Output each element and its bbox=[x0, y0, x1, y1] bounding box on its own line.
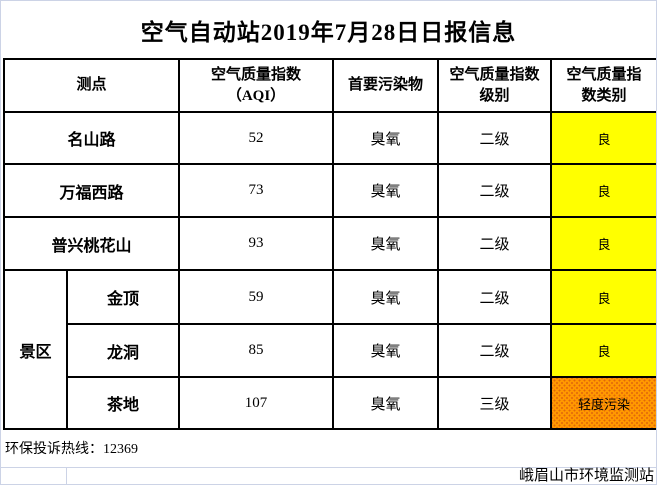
category-cell: 轻度污染 bbox=[550, 376, 656, 430]
bottom-gridline-row: 峨眉山市环境监测站 bbox=[1, 467, 656, 484]
site-cell: 名山路 bbox=[2, 111, 181, 165]
site-cell: 万福西路 bbox=[2, 163, 181, 218]
table-row: 景区 金顶 59 臭氧 二级 良 bbox=[3, 269, 656, 430]
gridline-vertical bbox=[66, 468, 67, 484]
table-row: 普兴桃花山 93 臭氧 二级 良 bbox=[2, 216, 656, 271]
air-quality-table: 测点 空气质量指数 （AQI） 首要污染物 空气质量指数 级别 空气质量指 数类… bbox=[2, 58, 656, 430]
level-cell: 二级 bbox=[437, 269, 553, 325]
pollutant-cell: 臭氧 bbox=[332, 163, 440, 218]
col-header-level: 空气质量指数 级别 bbox=[437, 58, 553, 113]
aqi-cell: 73 bbox=[178, 163, 335, 218]
level-cell: 二级 bbox=[437, 323, 553, 378]
site-cell: 普兴桃花山 bbox=[2, 216, 181, 271]
report-title: 空气自动站2019年7月28日日报信息 bbox=[140, 20, 517, 45]
aqi-cell: 107 bbox=[178, 376, 335, 430]
col-header-category: 空气质量指 数类别 bbox=[550, 58, 656, 113]
level-cell: 二级 bbox=[437, 163, 553, 218]
col-header-pollutant: 首要污染物 bbox=[332, 58, 440, 113]
table-row: 龙洞 85 臭氧 二级 良 bbox=[4, 323, 656, 378]
category-cell: 良 bbox=[550, 269, 656, 325]
level-cell: 二级 bbox=[437, 216, 553, 271]
table-row: 名山路 52 臭氧 二级 良 bbox=[2, 111, 656, 165]
table-row: 万福西路 73 臭氧 二级 良 bbox=[2, 163, 656, 218]
aqi-cell: 52 bbox=[178, 111, 335, 165]
site-cell: 金顶 bbox=[65, 269, 181, 325]
aqi-cell: 93 bbox=[178, 216, 335, 271]
pollutant-cell: 臭氧 bbox=[332, 216, 440, 271]
category-cell: 良 bbox=[550, 111, 656, 165]
header-row: 测点 空气质量指数 （AQI） 首要污染物 空气质量指数 级别 空气质量指 数类… bbox=[2, 58, 656, 113]
col-header-aqi: 空气质量指数 （AQI） bbox=[178, 58, 335, 113]
hotline-text: 环保投诉热线：12369 bbox=[5, 441, 138, 457]
aqi-cell: 85 bbox=[178, 323, 335, 378]
category-cell: 良 bbox=[550, 323, 656, 378]
pollutant-cell: 臭氧 bbox=[332, 269, 440, 325]
pollutant-cell: 臭氧 bbox=[332, 376, 440, 430]
pollutant-cell: 臭氧 bbox=[332, 323, 440, 378]
aqi-cell: 59 bbox=[178, 269, 335, 325]
site-cell: 茶地 bbox=[65, 376, 181, 430]
category-cell: 良 bbox=[550, 163, 656, 218]
pollutant-cell: 臭氧 bbox=[332, 111, 440, 165]
level-cell: 三级 bbox=[437, 376, 553, 430]
category-cell: 良 bbox=[550, 216, 656, 271]
table-row: 茶地 107 臭氧 三级 轻度污染 bbox=[4, 376, 656, 430]
col-header-site: 测点 bbox=[2, 58, 181, 113]
site-cell: 龙洞 bbox=[65, 323, 181, 378]
group-label-cell: 景区 bbox=[3, 269, 68, 430]
level-cell: 二级 bbox=[437, 111, 553, 165]
organization-name: 峨眉山市环境监测站 bbox=[518, 468, 654, 484]
